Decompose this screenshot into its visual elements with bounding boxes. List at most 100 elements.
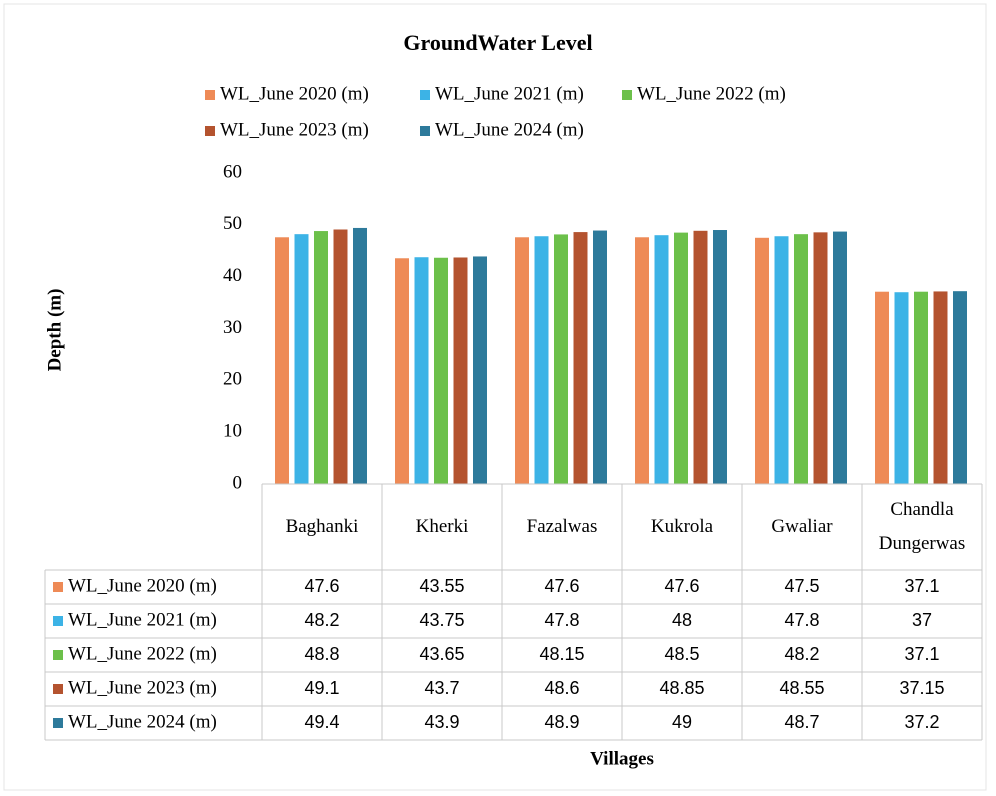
table-legend-swatch bbox=[53, 650, 63, 660]
bar bbox=[794, 234, 808, 484]
table-value: 47.6 bbox=[544, 576, 579, 596]
row-header: WL_June 2021 (m) bbox=[68, 609, 217, 630]
bar bbox=[593, 230, 607, 484]
table-value: 47.8 bbox=[544, 610, 579, 630]
table-value: 48.5 bbox=[664, 644, 699, 664]
bar bbox=[914, 291, 928, 484]
table-value: 43.7 bbox=[424, 678, 459, 698]
legend-label: WL_June 2024 (m) bbox=[435, 119, 584, 140]
bar bbox=[933, 291, 948, 484]
category-cell: Kherki bbox=[382, 484, 502, 570]
x-tick-label-text: Kukrola bbox=[650, 516, 714, 537]
legend-swatch bbox=[420, 90, 430, 100]
bar bbox=[434, 257, 448, 484]
table-value: 48.15 bbox=[539, 644, 584, 664]
table-value: 43.9 bbox=[424, 712, 459, 732]
row-header: WL_June 2023 (m) bbox=[68, 677, 217, 698]
bar bbox=[813, 232, 828, 484]
row-header: WL_June 2020 (m) bbox=[68, 575, 217, 596]
table-legend-swatch bbox=[53, 718, 63, 728]
frame bbox=[3, 3, 987, 791]
x-axis-label: Villages bbox=[590, 748, 654, 769]
bar bbox=[693, 230, 708, 484]
x-tick-label: Fazalwas bbox=[502, 484, 622, 570]
table-value: 48.2 bbox=[304, 610, 339, 630]
legend-swatch bbox=[205, 90, 215, 100]
bar bbox=[573, 232, 588, 484]
table-value: 47.6 bbox=[304, 576, 339, 596]
x-tick-label: Chandla Dungerwas bbox=[862, 484, 982, 570]
table-value: 37.2 bbox=[904, 712, 939, 732]
table-value: 37.1 bbox=[904, 576, 939, 596]
x-tick-label-text: Fazalwas bbox=[526, 516, 598, 537]
x-tick-label: Baghanki bbox=[262, 484, 382, 570]
bar bbox=[713, 230, 727, 484]
bar bbox=[755, 237, 769, 484]
bar bbox=[674, 232, 688, 484]
y-tick-label: 50 bbox=[223, 213, 242, 234]
table-value: 48.85 bbox=[659, 678, 704, 698]
bar bbox=[515, 237, 529, 484]
y-tick-label: 40 bbox=[223, 265, 242, 286]
legend-label: WL_June 2023 (m) bbox=[220, 119, 369, 140]
x-tick-label: Gwaliar bbox=[742, 484, 862, 570]
bar bbox=[473, 256, 487, 484]
legend-label: WL_June 2020 (m) bbox=[220, 83, 369, 104]
bar bbox=[453, 257, 468, 484]
bar bbox=[534, 236, 549, 484]
table-value: 37.1 bbox=[904, 644, 939, 664]
y-tick-label: 60 bbox=[223, 161, 242, 182]
table-legend-swatch bbox=[53, 684, 63, 694]
table-value: 43.55 bbox=[419, 576, 464, 596]
legend-swatch bbox=[205, 126, 215, 136]
legend-label: WL_June 2022 (m) bbox=[637, 83, 786, 104]
table-value: 43.65 bbox=[419, 644, 464, 664]
table-legend-swatch bbox=[53, 582, 63, 592]
table-value: 47.5 bbox=[784, 576, 819, 596]
table-value: 48.2 bbox=[784, 644, 819, 664]
row-header: WL_June 2024 (m) bbox=[68, 711, 217, 732]
x-tick-label-text: Baghanki bbox=[285, 516, 359, 537]
bar bbox=[554, 234, 568, 484]
table-value: 47.8 bbox=[784, 610, 819, 630]
bar bbox=[294, 234, 309, 484]
bar bbox=[333, 229, 348, 484]
table-value: 49 bbox=[672, 712, 692, 732]
chart-title: GroundWater Level bbox=[403, 30, 592, 55]
bar bbox=[894, 292, 909, 484]
y-tick-label: 10 bbox=[223, 421, 242, 442]
bar bbox=[875, 291, 889, 484]
y-tick-label: 30 bbox=[223, 317, 242, 338]
table-value: 49.4 bbox=[304, 712, 339, 732]
y-tick-label: 20 bbox=[223, 369, 242, 390]
bar bbox=[395, 258, 409, 484]
bar bbox=[314, 231, 328, 484]
table-value: 48.9 bbox=[544, 712, 579, 732]
table-value: 47.6 bbox=[664, 576, 699, 596]
bar bbox=[635, 237, 649, 484]
bar bbox=[353, 227, 367, 484]
legend-label: WL_June 2021 (m) bbox=[435, 83, 584, 104]
category-cell: Chandla Dungerwas bbox=[862, 484, 982, 570]
table-value: 49.1 bbox=[304, 678, 339, 698]
table-value: 43.75 bbox=[419, 610, 464, 630]
bar bbox=[654, 235, 669, 484]
category-cell: Fazalwas bbox=[502, 484, 622, 570]
x-tick-label-text: Chandla Dungerwas bbox=[878, 499, 966, 554]
table-value: 37.15 bbox=[899, 678, 944, 698]
category-cell: Kukrola bbox=[622, 484, 742, 570]
bar bbox=[774, 236, 789, 484]
category-cell: Baghanki bbox=[262, 484, 382, 570]
x-tick-label: Kukrola bbox=[622, 484, 742, 570]
table-value: 48.6 bbox=[544, 678, 579, 698]
x-tick-label-text: Kherki bbox=[415, 516, 469, 537]
table-legend-swatch bbox=[53, 616, 63, 626]
y-axis-label: Depth (m) bbox=[44, 289, 65, 372]
y-tick-label: 0 bbox=[233, 472, 243, 493]
legend-swatch bbox=[622, 90, 632, 100]
x-tick-label: Kherki bbox=[382, 484, 502, 570]
table-value: 48.55 bbox=[779, 678, 824, 698]
row-header: WL_June 2022 (m) bbox=[68, 643, 217, 664]
